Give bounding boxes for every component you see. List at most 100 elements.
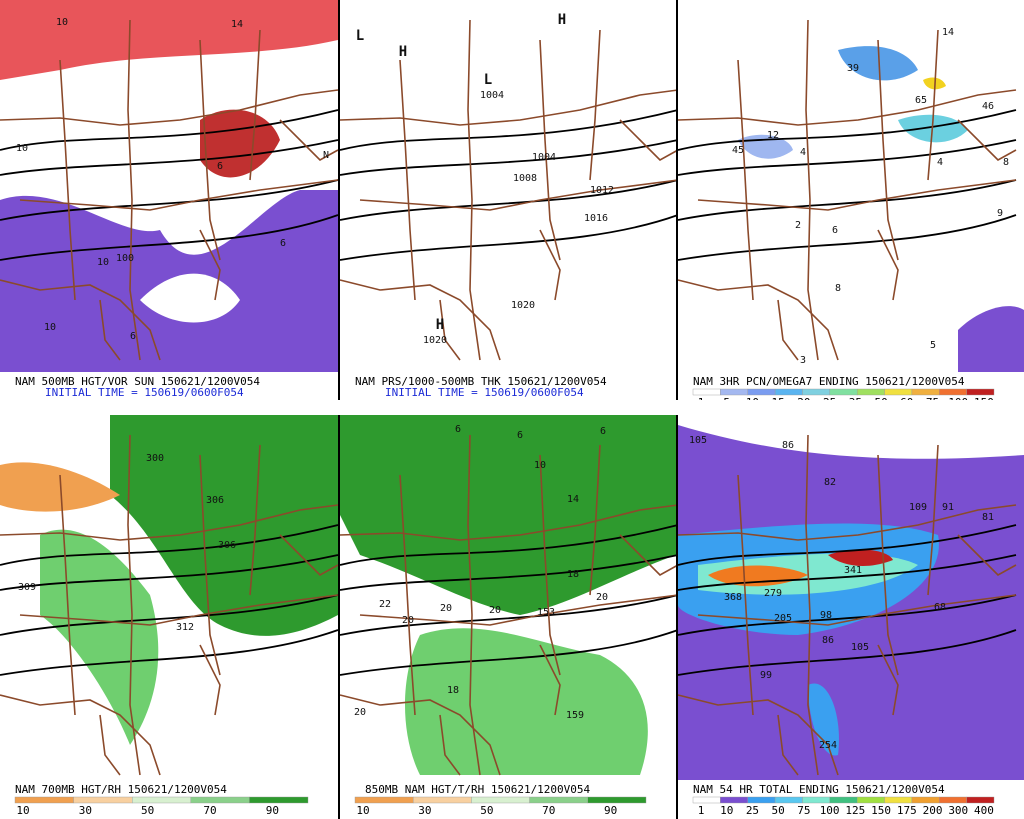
map-label: 5 bbox=[930, 340, 936, 351]
map-label: 10 bbox=[56, 17, 68, 28]
map-background bbox=[340, 0, 676, 372]
map-label: 1008 bbox=[513, 173, 537, 184]
colorbar-label: 10 bbox=[720, 804, 733, 817]
map-label: 20 bbox=[596, 592, 608, 603]
colorbar-label: 70 bbox=[542, 804, 555, 817]
map-label: 6 bbox=[600, 426, 606, 437]
colorbar-label: 30 bbox=[418, 804, 431, 817]
field bbox=[40, 529, 159, 745]
map-label: 1004 bbox=[480, 90, 504, 101]
map-label: 65 bbox=[915, 95, 927, 106]
map-label: N bbox=[323, 150, 329, 161]
caption-area bbox=[0, 372, 338, 400]
map-label: 10 bbox=[16, 143, 28, 154]
map-label: 153 bbox=[537, 607, 555, 618]
colorbar-cell bbox=[966, 796, 995, 804]
map-label: 20 bbox=[402, 615, 414, 626]
caption: NAM 3HR PCN/OMEGA7 ENDING 150621/1200V05… bbox=[693, 375, 965, 388]
map-label: 20 bbox=[440, 603, 452, 614]
map-label: 306 bbox=[218, 540, 236, 551]
map-label: 18 bbox=[567, 569, 579, 580]
colorbar-cell bbox=[720, 796, 748, 804]
map-label: 98 bbox=[820, 610, 832, 621]
map-label: H bbox=[399, 44, 407, 60]
map-label: 105 bbox=[851, 642, 869, 653]
map-label: 6 bbox=[217, 161, 223, 172]
map-label: 341 bbox=[844, 565, 862, 576]
initial-time: INITIAL TIME = 150619/0600F054 bbox=[385, 386, 584, 399]
map-label: 105 bbox=[689, 435, 707, 446]
field bbox=[828, 549, 893, 567]
caption-area bbox=[340, 372, 676, 400]
colorbar-cell bbox=[587, 796, 647, 804]
colorbar-label: 50 bbox=[141, 804, 154, 817]
map-label: 1012 bbox=[590, 185, 614, 196]
field bbox=[110, 415, 338, 636]
field bbox=[140, 273, 240, 323]
colorbar-label: 90 bbox=[266, 804, 279, 817]
colorbar-label: 25 bbox=[746, 804, 759, 817]
map-label: 12 bbox=[767, 130, 779, 141]
map-label: L bbox=[356, 28, 364, 44]
caption: NAM 700MB HGT/RH 150621/1200V054 bbox=[15, 783, 227, 796]
map-label: 14 bbox=[567, 494, 579, 505]
map-label: 68 bbox=[934, 602, 946, 613]
colorbar-label: 30 bbox=[79, 804, 92, 817]
panel: 10 14 10 6 10 100 6 10 6 N NAM 500MB HGT/VOR SUN 1… bbox=[0, 0, 339, 400]
map-label: 6 bbox=[517, 430, 523, 441]
colorbar-cell bbox=[911, 388, 940, 396]
map-label: 10 bbox=[97, 257, 109, 268]
field bbox=[958, 306, 1024, 372]
map-label: H bbox=[558, 12, 566, 28]
colorbar-cell bbox=[720, 388, 748, 396]
field bbox=[808, 683, 839, 756]
map-label: 312 bbox=[176, 622, 194, 633]
map-label: H bbox=[436, 317, 444, 333]
initial-time: INITIAL TIME = 150619/0600F054 bbox=[45, 386, 244, 399]
colorbar-cell bbox=[73, 796, 133, 804]
map-label: 20 bbox=[354, 707, 366, 718]
colorbar-label: 10 bbox=[356, 804, 369, 817]
map-label: 159 bbox=[566, 710, 584, 721]
map-label: 1020 bbox=[423, 335, 447, 346]
map-label: 6 bbox=[455, 424, 461, 435]
map-label: 86 bbox=[822, 635, 834, 646]
colorbar-cell bbox=[829, 796, 858, 804]
colorbar-cell bbox=[774, 796, 803, 804]
map-label: 3 bbox=[800, 355, 806, 366]
panel: 14 39 65 46 12 45 4 4 8 6 2 8 3 5 9 NAM 3HR PCN/OMEGA7 … bbox=[677, 0, 1024, 409]
colorbar-cell bbox=[14, 796, 74, 804]
colorbar-cell bbox=[412, 796, 472, 804]
map-label: 254 bbox=[819, 740, 837, 751]
map-label: 6 bbox=[832, 225, 838, 236]
map-label: 99 bbox=[760, 670, 772, 681]
colorbar-cell bbox=[692, 796, 721, 804]
map-label: 14 bbox=[231, 19, 243, 30]
map-label: 306 bbox=[206, 495, 224, 506]
colorbar-label: 150 bbox=[871, 804, 891, 817]
map-label: 22 bbox=[379, 599, 391, 610]
map-label: 20 bbox=[489, 605, 501, 616]
colorbar-cell bbox=[190, 796, 250, 804]
colorbar-cell bbox=[802, 796, 831, 804]
caption: NAM PRS/1000-500MB THK 150621/1200V054 bbox=[355, 375, 607, 388]
colorbar-cell bbox=[856, 388, 885, 396]
colorbar-cell bbox=[829, 388, 858, 396]
map-fields bbox=[0, 415, 338, 745]
colorbar-cell bbox=[911, 796, 940, 804]
colorbar-cell bbox=[529, 796, 589, 804]
colorbar-cell bbox=[692, 388, 721, 396]
colorbar-label: 50 bbox=[480, 804, 493, 817]
colorbar-cell bbox=[354, 796, 414, 804]
colorbar-label: 400 bbox=[974, 804, 994, 817]
map-label: 14 bbox=[942, 27, 954, 38]
colorbar-cell bbox=[939, 388, 967, 396]
divider bbox=[0, 400, 1024, 415]
field bbox=[838, 46, 918, 81]
panel: L H L 1004 H 1004 1008 1012 1016 1020 H 1020 NAM PRS… bbox=[339, 0, 679, 400]
map-label: 91 bbox=[942, 502, 954, 513]
map-label: 18 bbox=[447, 685, 459, 696]
caption: NAM 500MB HGT/VOR SUN 150621/1200V054 bbox=[15, 375, 260, 388]
